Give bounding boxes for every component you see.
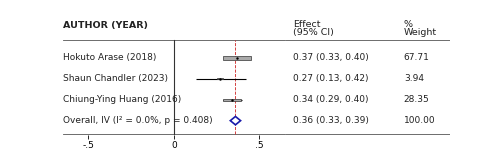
FancyBboxPatch shape	[216, 78, 224, 79]
Text: 0.36 (0.33, 0.39): 0.36 (0.33, 0.39)	[294, 116, 369, 125]
Text: Hokuto Arase (2018): Hokuto Arase (2018)	[62, 54, 156, 62]
FancyBboxPatch shape	[223, 99, 241, 101]
Text: 0.27 (0.13, 0.42): 0.27 (0.13, 0.42)	[294, 74, 369, 83]
Text: %: %	[404, 20, 413, 29]
Text: 28.35: 28.35	[404, 95, 429, 104]
Text: Chiung-Ying Huang (2016): Chiung-Ying Huang (2016)	[62, 95, 181, 104]
Text: (95% CI): (95% CI)	[294, 28, 334, 37]
Text: 67.71: 67.71	[404, 54, 429, 62]
Text: Effect: Effect	[294, 20, 321, 29]
Text: Overall, IV (I² = 0.0%, p = 0.408): Overall, IV (I² = 0.0%, p = 0.408)	[62, 116, 212, 125]
Text: 0.37 (0.33, 0.40): 0.37 (0.33, 0.40)	[294, 54, 369, 62]
FancyBboxPatch shape	[224, 56, 251, 60]
Text: Weight: Weight	[404, 28, 437, 37]
Polygon shape	[230, 116, 240, 125]
Text: Shaun Chandler (2023): Shaun Chandler (2023)	[62, 74, 168, 83]
Text: AUTHOR (YEAR): AUTHOR (YEAR)	[62, 21, 148, 30]
Text: 0.34 (0.29, 0.40): 0.34 (0.29, 0.40)	[294, 95, 369, 104]
Text: 3.94: 3.94	[404, 74, 424, 83]
Text: 100.00: 100.00	[404, 116, 436, 125]
